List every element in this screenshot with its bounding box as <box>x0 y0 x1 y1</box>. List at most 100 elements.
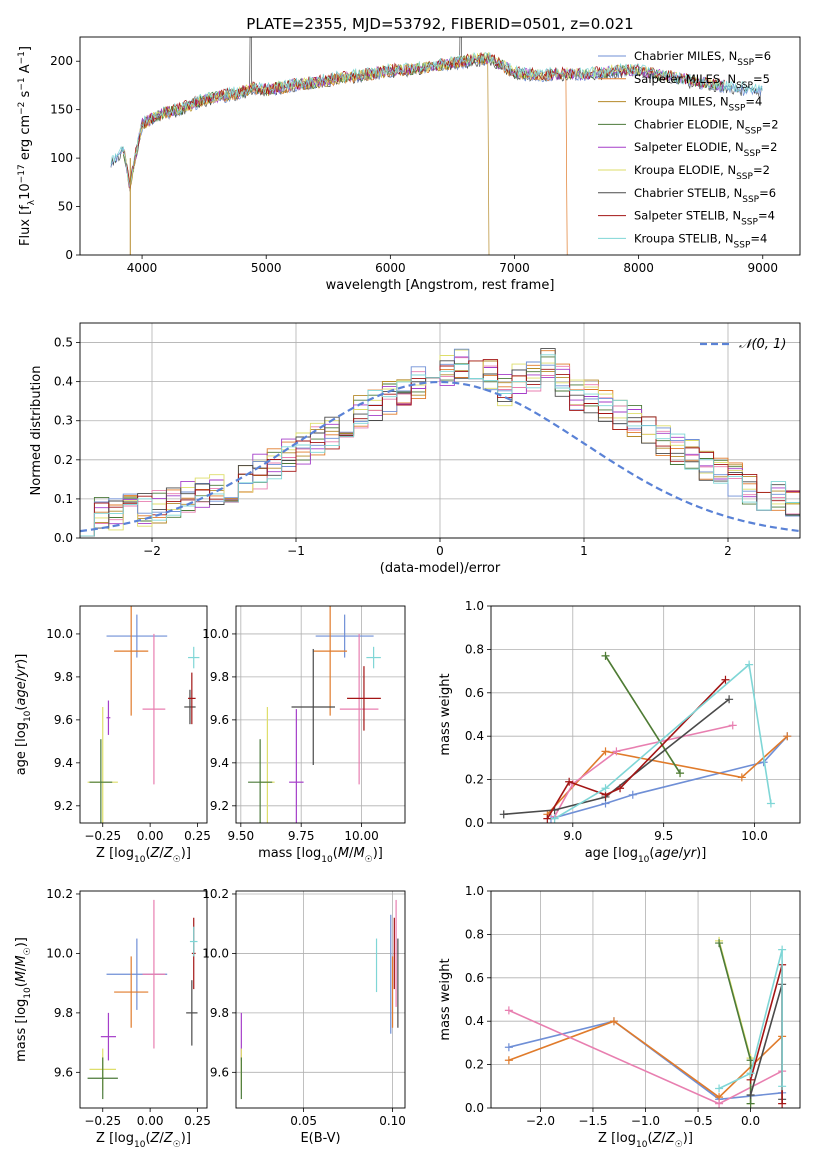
x-tick-label: 1 <box>580 544 588 558</box>
label-part: =5 <box>753 72 770 86</box>
label-part: / <box>159 1131 164 1146</box>
y-tick-label: 9.4 <box>210 756 229 770</box>
label-part: ( <box>647 1131 652 1146</box>
residuals-panel: −2 −1 0 1 2 0.0 0.1 0.2 0.3 0.4 0.5 𝒩(0, 1) (data-mo… <box>29 322 801 576</box>
y-axis-label: mass weight <box>438 958 453 1040</box>
label-part: ☉ <box>173 1140 181 1150</box>
y-tick-label: 0.4 <box>465 1014 484 1028</box>
figure-title: PLATE=2355, MJD=53792, FIBERID=0501, z=0… <box>246 15 633 33</box>
label-part: ( <box>649 846 654 861</box>
mass-vs-Z-panel: −0.25 0.00 0.259.69.810.010.2Z [log10(Z/Z☉… <box>14 887 211 1150</box>
mass-weight-series-line <box>749 964 783 1104</box>
x-tick-label: 0.25 <box>184 829 211 843</box>
plot-area: 4000 5000 6000 7000 8000 9000050100150200wave… <box>14 36 801 1150</box>
x-tick-label: 5000 <box>251 261 282 275</box>
label-part: Salpeter MILES, N <box>634 72 736 86</box>
y-tick-label: 0.3 <box>54 414 73 428</box>
label-part: )] <box>14 654 29 664</box>
x-tick-label: −0.5 <box>683 1114 712 1128</box>
label-part: / <box>679 846 684 861</box>
label-part: )] <box>181 846 191 861</box>
y-tick-label: 9.6 <box>210 713 229 727</box>
axes-frame <box>235 605 406 824</box>
y-tick-label: 10.0 <box>46 946 73 960</box>
mass-weight-marker <box>499 810 508 819</box>
label-part: 10 <box>636 1140 648 1150</box>
mass-weight-marker <box>565 777 574 786</box>
label-part: Z <box>163 846 174 861</box>
label-part: Salpeter STELIB, N <box>634 209 741 223</box>
label-part: M <box>14 971 29 982</box>
axes-frame <box>79 605 208 824</box>
mass-weight-marker <box>746 1069 755 1078</box>
label-part: M <box>353 846 364 861</box>
mass-weight-marker <box>778 945 787 954</box>
y-tick-label: 10.0 <box>202 627 229 641</box>
axes-frame <box>490 605 801 824</box>
y-tick-label: 9.4 <box>54 756 73 770</box>
label-part: / <box>14 966 29 971</box>
label-part: −17 <box>17 164 27 183</box>
label-part: ( <box>145 846 150 861</box>
spectrum-marks <box>110 37 763 255</box>
x-tick-label: 0.0 <box>741 1114 760 1128</box>
x-tick-label: 4000 <box>127 261 158 275</box>
mass-weight-marker <box>778 1082 787 1091</box>
label-part: SSP <box>744 149 761 159</box>
label-part: 10 <box>134 1140 146 1150</box>
label-part: A <box>18 64 33 77</box>
legend-label: Kroupa MILES, NSSP=4 <box>634 95 762 114</box>
label-part: ( <box>14 982 29 987</box>
label-part: ( <box>333 846 338 861</box>
legend-label: Chabrier ELODIE, NSSP=2 <box>634 117 779 136</box>
x-tick-label: 7000 <box>499 261 530 275</box>
label-part: ☉ <box>675 1140 683 1150</box>
x-axis-label: (data-model)/error <box>380 561 501 576</box>
legend-label: Salpeter MILES, NSSP=5 <box>634 72 770 91</box>
x-tick-label: 9.50 <box>227 829 254 843</box>
x-tick-label: 10.00 <box>344 829 378 843</box>
label-part: =4 <box>758 209 775 223</box>
y-axis-label: Flux [fλ10−17 erg cm−2 s−1 A−1] <box>17 46 37 246</box>
legend-label: Kroupa ELODIE, NSSP=2 <box>634 163 770 182</box>
x-tick-label: −2.0 <box>526 1114 555 1128</box>
label-part: ] <box>18 46 33 51</box>
mass-weight-marker <box>746 1099 755 1108</box>
y-tick-label: 0.8 <box>465 927 484 941</box>
label-part: ( <box>145 1131 150 1146</box>
mass-weight-marker <box>543 814 552 823</box>
spectrum-series-line <box>123 53 568 255</box>
label-part: M <box>14 955 29 966</box>
y-tick-label: 10.0 <box>202 946 229 960</box>
label-part: M <box>338 846 349 861</box>
x-tick-label: −2 <box>143 544 161 558</box>
mass-weight-marker <box>612 747 621 756</box>
y-tick-label: 0.2 <box>465 773 484 787</box>
mass-weight-series-line <box>718 949 783 1090</box>
y-axis-label: age [log10(age/yr)] <box>14 654 33 776</box>
x-tick-label: 0.05 <box>290 1114 317 1128</box>
y-axis-label: mass [log10(M/M☉)] <box>14 937 33 1062</box>
label-part: / <box>159 846 164 861</box>
label-part: )] <box>373 846 383 861</box>
label-part: mass [log <box>258 846 321 861</box>
label-part: Salpeter ELODIE, N <box>634 140 744 154</box>
y-axis-label: Normed distribution <box>29 366 44 496</box>
label-part: SSP <box>741 218 758 228</box>
y-tick-label: 0.0 <box>465 816 484 830</box>
label-part: SSP <box>736 172 753 182</box>
x-tick-label: 9.5 <box>654 829 673 843</box>
x-tick-label: 0.00 <box>137 1114 164 1128</box>
y-axis-label: mass weight <box>438 673 453 755</box>
label-part: s <box>18 90 33 101</box>
mass-vs-EBV-panel: 0.05 0.10 9.6 9.8 10.0 10.2 E(B-V) <box>202 887 406 1146</box>
y-tick-label: 9.8 <box>54 1006 73 1020</box>
mass-weight-marker <box>746 1090 755 1099</box>
x-axis-label: Z [log10(Z/Z☉)] <box>598 1131 693 1150</box>
normal-curve <box>80 380 800 533</box>
label-part: SSP <box>729 104 746 114</box>
x-axis-label: Z [log10(Z/Z☉)] <box>96 846 191 865</box>
label-part: Z <box>150 1131 161 1146</box>
label-part: Z <box>163 1131 174 1146</box>
x-axis-label: mass [log10(M/M☉)] <box>258 846 383 865</box>
